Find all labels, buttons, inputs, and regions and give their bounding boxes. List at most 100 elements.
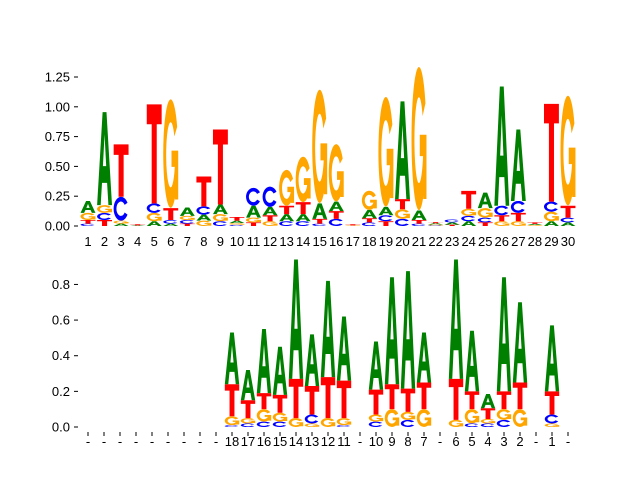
logo-letter-G [329, 144, 344, 201]
x-tick-label: 19 [379, 234, 393, 249]
logo-letter-C [478, 218, 492, 223]
logo-letter-shape [345, 224, 360, 225]
logo-letter-shape [225, 425, 238, 427]
x-tick-label: 18 [362, 234, 376, 249]
logo-letter-shape [511, 213, 526, 221]
logo-stack-position-3 [497, 277, 511, 427]
logo-letter-shape [225, 333, 239, 385]
logo-letter-C [229, 225, 243, 226]
logo-letter-shape [279, 206, 294, 214]
x-tick-label: 11 [247, 234, 261, 249]
logo-letter-shape [279, 214, 294, 221]
x-tick-label: 16 [257, 434, 271, 449]
logo-letter-T [114, 144, 129, 196]
logo-letter-shape [81, 220, 96, 224]
logo-letter-A [378, 207, 393, 215]
logo-letter-T [362, 218, 377, 222]
logo-letter-shape [513, 302, 527, 382]
logo-letter-G [163, 99, 178, 207]
x-tick-label: 14 [296, 234, 310, 249]
logo-letter-C [305, 415, 318, 424]
logo-letter-C [180, 220, 194, 224]
logo-stack-position-9 [385, 277, 399, 427]
logo-letter-shape [273, 422, 286, 427]
logo-letter-shape [196, 215, 211, 221]
logo-letter-shape [312, 203, 327, 218]
logo-letter-C [312, 224, 326, 226]
logo-letter-G [289, 418, 303, 427]
logo-stack-position-30 [560, 96, 575, 226]
logo-letter-shape [494, 206, 508, 216]
logo-stack-position-5 [147, 104, 162, 226]
logo-letter-G [279, 170, 294, 206]
logo-letter-shape [241, 370, 255, 400]
logo-letter-C [494, 206, 508, 216]
logo-letter-C [114, 197, 128, 221]
logo-letter-T [246, 222, 261, 226]
logo-letter-G [511, 221, 526, 226]
logo-letter-A [263, 207, 278, 215]
logo-letter-C [445, 219, 459, 222]
logo-letter-shape [263, 187, 277, 207]
logo-letter-shape [378, 207, 393, 215]
logo-letter-A [362, 210, 377, 218]
logo-letter-T [97, 220, 112, 226]
logo-letter-G [273, 413, 287, 422]
logo-letter-C [378, 215, 392, 221]
x-tick-label: - [534, 434, 538, 449]
logo-letter-C [147, 203, 161, 213]
logo-stack-position-19 [378, 97, 393, 226]
logo-letter-A [481, 394, 495, 408]
logo-letter-T [279, 206, 294, 214]
logo-letter-T [225, 384, 239, 416]
logo-letter-shape [163, 224, 178, 226]
logo-letter-shape [321, 377, 335, 418]
logo-letter-A [321, 281, 335, 377]
logo-letter-T [196, 177, 211, 207]
logo-letter-T [321, 377, 335, 418]
logo-letter-shape [494, 87, 509, 206]
logo-letter-T [147, 104, 162, 203]
logo-letter-shape [445, 222, 460, 224]
logo-letter-A [97, 112, 112, 205]
logo-letter-shape [417, 382, 431, 409]
y-tick-label: 1.00 [45, 99, 70, 114]
logo-letter-A [445, 222, 460, 224]
logo-letter-shape [257, 393, 271, 409]
logo-letter-T [329, 211, 344, 219]
logo-letter-T [296, 202, 311, 214]
logo-letter-C [465, 423, 478, 427]
logo-stack-position-11 [246, 188, 261, 226]
logo-letter-T [180, 224, 195, 226]
logo-letter-shape [305, 334, 319, 386]
logo-letter-G [385, 409, 399, 427]
logo-letter-T [213, 129, 228, 204]
logo-letter-T [130, 224, 145, 225]
x-tick-label: 4 [484, 434, 491, 449]
logo-letter-G [378, 97, 393, 207]
logo-letter-shape [321, 281, 335, 377]
logo-stack-position-23 [445, 219, 460, 226]
logo-stack-position-29 [544, 104, 559, 226]
logo-letter-shape [497, 420, 510, 427]
x-tick-label: 14 [289, 434, 303, 449]
logo-letter-A [296, 214, 311, 221]
logo-letter-T [241, 400, 255, 418]
logo-stack-position-24 [461, 191, 476, 226]
logo-stack-position-1 [80, 201, 95, 226]
logo-letter-T [230, 217, 245, 221]
logo-letter-A [196, 215, 211, 221]
logo-letter-shape [279, 221, 293, 226]
logo-letter-G [257, 409, 271, 421]
logo-letter-A [147, 221, 162, 226]
logo-letter-A [213, 205, 228, 215]
logo-letter-shape [412, 220, 427, 224]
logo-letter-shape [305, 386, 319, 415]
logo-letter-C [241, 423, 254, 427]
logo-stack-position-17 [345, 224, 360, 226]
x-tick-label: 11 [337, 434, 351, 449]
logo-letter-G [545, 423, 559, 427]
logo-letter-shape [81, 201, 96, 213]
logo-stack-position-17 [241, 370, 255, 427]
